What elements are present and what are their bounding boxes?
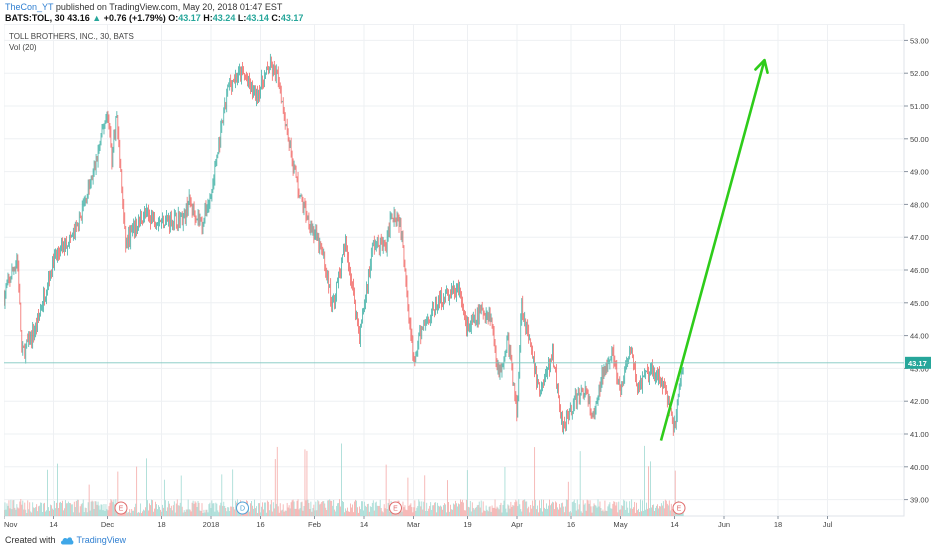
x-tick-label: Feb	[308, 520, 321, 529]
projection-arrow-head	[754, 58, 769, 75]
high-label: H:	[203, 13, 213, 23]
x-tick-label: 18	[774, 520, 782, 529]
candles-group	[3, 53, 684, 436]
volume-group	[3, 443, 684, 516]
publish-header: TheCon_YT published on TradingView.com, …	[0, 0, 932, 24]
open-label: O:	[168, 13, 179, 23]
symbol-label: BATS:TOL, 30	[5, 13, 65, 23]
earnings-marker	[389, 501, 402, 515]
up-triangle-icon: ▲	[92, 13, 102, 23]
x-tick-label: 14	[360, 520, 368, 529]
created-with-text: Created with	[5, 535, 56, 545]
symbol-line: BATS:TOL, 30 43.16 ▲ +0.76 (+1.79%) O:43…	[5, 13, 932, 24]
publish-line: TheCon_YT published on TradingView.com, …	[5, 2, 932, 13]
x-tick-label: 16	[256, 520, 264, 529]
low-label: L:	[237, 13, 247, 23]
y-tick-label: 39.00	[910, 496, 929, 505]
earnings-marker	[236, 501, 249, 515]
open-value: 43.17	[178, 13, 201, 23]
chart-area[interactable]: 53.00 52.00 51.00 50.00 49.00 48.00 47.00 46.00…	[3, 23, 932, 530]
y-tick-label: 48.00	[910, 200, 929, 209]
footer: Created with TradingView	[0, 530, 932, 550]
last-price-badge	[905, 356, 931, 369]
published-text: published on TradingView.com, May 20, 20…	[55, 2, 283, 12]
projection-arrow-line	[659, 59, 766, 441]
legend-title: TOLL BROTHERS, INC., 30, BATS	[9, 32, 134, 41]
x-tick-label: 14	[670, 520, 678, 529]
change-value: +0.76 (+1.79%)	[103, 13, 166, 23]
author-link[interactable]: TheCon_YT	[5, 2, 54, 12]
y-tick-label: 40.00	[910, 463, 929, 472]
y-tick-label: 41.00	[910, 430, 929, 439]
tradingview-label: TradingView	[76, 535, 127, 545]
y-tick-label: 52.00	[910, 69, 929, 78]
earnings-marker-label: D	[240, 506, 245, 513]
last-price-label: 43.17	[908, 359, 927, 368]
x-tick-label: 19	[463, 520, 471, 529]
close-value: 43.17	[280, 13, 304, 23]
x-tick-label: Nov	[4, 520, 18, 529]
earnings-marker-label: E	[677, 506, 682, 513]
last-price: 43.16	[67, 13, 90, 23]
chart-legend: TOLL BROTHERS, INC., 30, BATS Vol (20)	[9, 31, 134, 53]
y-tick-label: 42.00	[910, 397, 929, 406]
y-tick-label: 49.00	[910, 168, 929, 177]
x-tick-label: 2018	[203, 520, 220, 529]
y-tick-label: 43.00	[910, 364, 929, 373]
x-tick-label: 16	[567, 520, 575, 529]
x-tick-label: May	[613, 520, 627, 529]
legend-vol: Vol (20)	[9, 43, 37, 52]
x-tick-label: Mar	[407, 520, 420, 529]
x-tick-label: Apr	[511, 520, 523, 529]
earnings-marker-label: E	[119, 506, 124, 513]
earnings-marker-label: E	[393, 506, 398, 513]
y-tick-label: 53.00	[910, 36, 929, 45]
tradingview-link[interactable]: TradingView	[60, 535, 127, 545]
x-tick-label: Jul	[823, 520, 833, 529]
y-tick-label: 47.00	[910, 233, 929, 242]
price-chart[interactable]: 53.00 52.00 51.00 50.00 49.00 48.00 47.00 46.00…	[3, 23, 932, 530]
earnings-marker	[114, 501, 128, 515]
y-tick-label: 51.00	[910, 102, 929, 111]
high-value: 43.24	[212, 13, 236, 23]
y-tick-label: 44.00	[910, 332, 929, 341]
close-label: C:	[271, 13, 281, 23]
y-tick-label: 45.00	[910, 299, 929, 308]
earnings-marker	[672, 501, 686, 515]
x-tick-label: Jun	[718, 520, 730, 529]
low-value: 43.14	[246, 13, 269, 23]
x-tick-label: 14	[49, 520, 57, 529]
x-tick-label: 18	[157, 520, 165, 529]
tradingview-cloud-icon	[60, 536, 73, 544]
y-tick-label: 46.00	[910, 266, 929, 275]
x-tick-label: Dec	[101, 520, 115, 529]
y-tick-label: 50.00	[910, 135, 929, 144]
